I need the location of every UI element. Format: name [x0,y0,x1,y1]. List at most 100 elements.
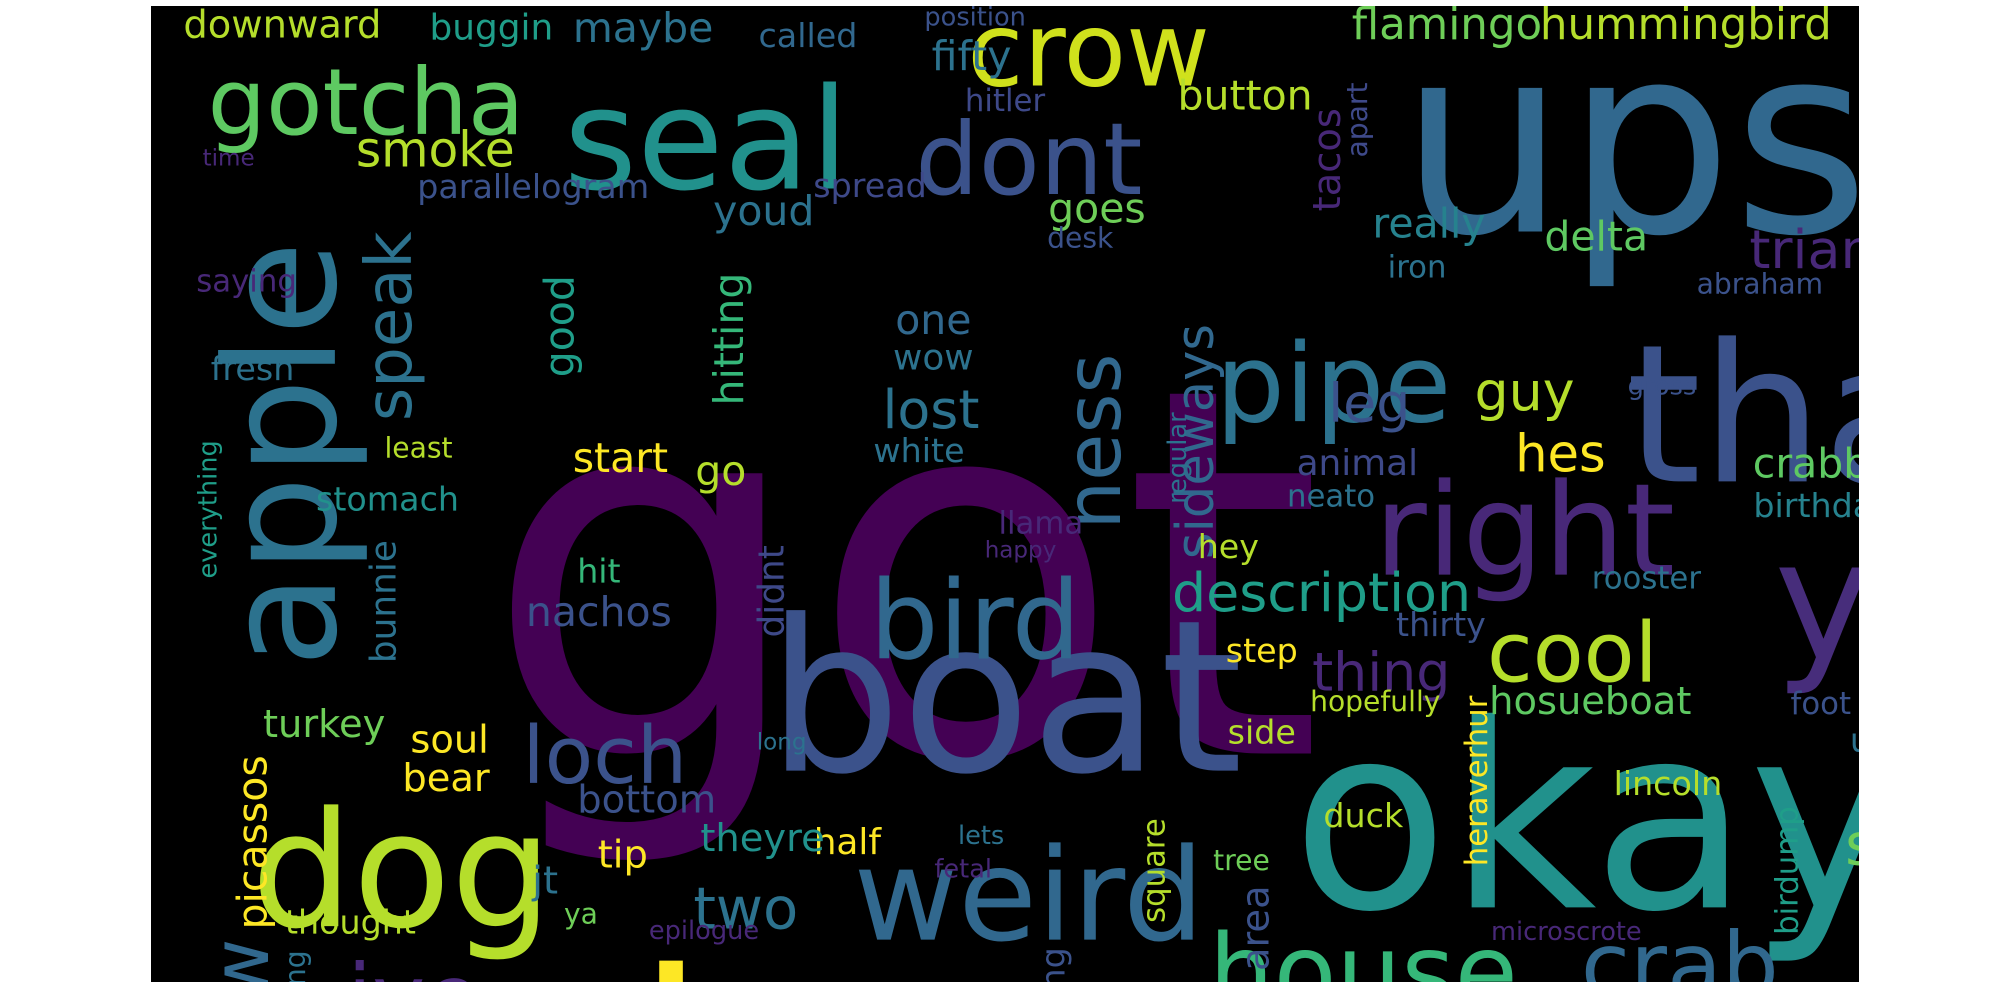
word-boat: boat [767,575,1243,821]
word-square: square [1136,818,1172,923]
word-spread: spread [813,166,926,205]
word-birthday: birthday [1753,486,1859,525]
word-got: got [484,277,1324,874]
cloud-background [151,6,1859,982]
word-microscrote: microscrote [1491,917,1642,947]
word-didnt: didnt [752,545,793,637]
word-hes: hes [1515,424,1606,484]
word-picassos: picassos [229,755,277,929]
word-step: step [1226,631,1298,670]
word-apart: apart [1341,82,1374,157]
word-saying: saying [196,263,297,299]
word-say: say [1845,811,1859,878]
word-happy: happy [985,537,1057,563]
word-sideways: sideways [1166,324,1226,559]
word-epilogue: epilogue [649,916,759,946]
word-seal: seal [564,58,850,222]
word-hummingbird: hummingbird [1540,6,1832,50]
word-gross: gross [1628,371,1697,401]
word-tree: tree [1213,844,1270,877]
word-two: two [693,875,798,942]
word-running: running [1033,947,1072,982]
word-speak: speak [353,231,427,421]
word-white: white [873,431,964,470]
word-ness: ness [1050,353,1139,529]
word-loch: loch [523,709,688,802]
word-parallelogram: parallelogram [417,167,649,206]
word-fetal: fetal [934,854,992,884]
word-description: description [1172,561,1471,624]
word-cloud: gotupsideokaydoneboatthatsyeahthinkohsea… [151,6,1859,982]
word-pipe: pipe [1216,320,1451,447]
word-yeah: yeah [1774,505,1859,699]
word-one: one [895,296,971,344]
word-thirty: thirty [1396,605,1486,644]
word-bottom: bottom [577,778,716,823]
word-abraham: abraham [1697,267,1823,300]
word-flamingo: flamingo [1352,6,1542,50]
word-guy: guy [1475,360,1575,423]
word-birdump: birdump [1769,806,1805,935]
word-stomach: stomach [316,480,459,519]
word-fresh: fresh [211,349,295,388]
word-wow: wow [893,338,974,379]
word-okay: okay [1292,670,1859,968]
word-buggin: buggin [430,7,554,48]
word-weird: weird [853,822,1204,971]
word-heraverhur: heraverhur [1459,695,1495,866]
word-delta: delta [1544,213,1648,261]
word-time: time [203,145,255,171]
word-hosueboat: hosueboat [1489,679,1691,724]
word-hey: hey [1198,527,1259,566]
word-side: side [1228,713,1296,752]
word-soul: soul [410,717,489,762]
word-theyre: theyre [700,816,824,861]
word-area: area [1233,885,1278,971]
word-long: long [757,729,807,755]
word-bird: bird [869,557,1080,684]
word-lincoln: lincoln [1614,764,1723,803]
word-crab: crab [1581,915,1779,982]
word-nachos: nachos [526,588,672,636]
word-leg: leg [1328,372,1410,435]
word-desk: desk [1047,221,1114,254]
word-gotcha: gotcha [208,48,525,156]
word-go: go [695,447,746,495]
word-downward: downward [183,6,381,48]
word-rooster: rooster [1592,561,1702,597]
word-upside: upside [1400,6,1859,293]
word-apple: apple [193,241,372,668]
word-hopefully: hopefully [1310,685,1440,718]
word-jt: jt [531,858,558,903]
word-fifty: fifty [932,32,1012,80]
word-turkey: turkey [263,702,385,747]
word-thats: thats [1626,304,1859,527]
word-good: good [535,275,583,377]
word-ya: ya [564,898,598,931]
word-expanding: expanding [279,950,312,982]
word-really: really [1372,200,1485,248]
word-least: least [384,431,452,464]
word-lets: lets [958,821,1004,851]
word-bunnie: bunnie [363,540,404,663]
word-cloud-canvas: gotupsideokaydoneboatthatsyeahthinkohsea… [151,6,1859,982]
word-ive: ive [347,947,480,982]
word-dragon: dragon [1850,910,1859,982]
word-neato: neato [1287,479,1375,515]
word-tip: tip [598,833,648,878]
word-crow: crow [967,6,1210,110]
word-goes: goes [1048,184,1146,232]
word-smoke: smoke [356,123,515,179]
word-hit: hit [577,551,620,590]
word-duck: duck [1323,796,1404,835]
word-lost: lost [882,378,979,441]
word-house: house [1209,914,1518,982]
word-maybe: maybe [573,6,713,52]
word-llama: llama [998,505,1083,541]
word-half: half [814,822,883,863]
word-thought: thought [285,902,416,941]
word-youd: youd [713,187,814,235]
word-hitler: hitler [965,83,1046,119]
word-animal: animal [1297,443,1419,484]
